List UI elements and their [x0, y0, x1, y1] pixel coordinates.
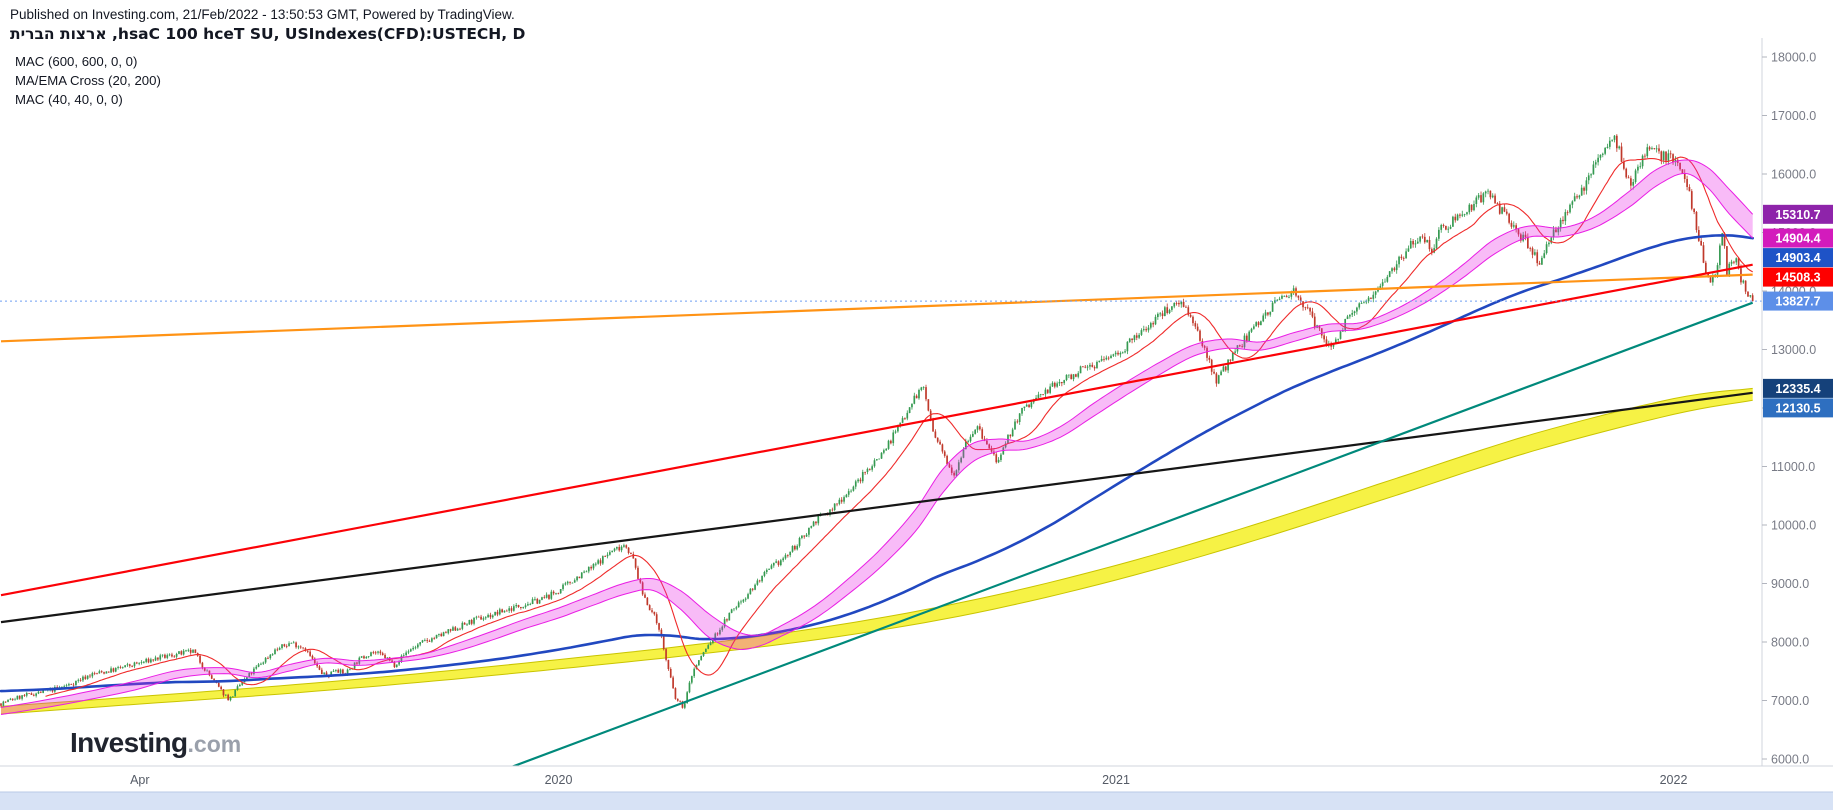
price-tick-label: 11000.0 — [1771, 460, 1815, 474]
price-tick-label: 9000.0 — [1771, 577, 1809, 591]
ma200-line — [0, 234, 1754, 693]
time-axis-label: 2021 — [1102, 773, 1130, 787]
time-axis-label: 2020 — [545, 773, 573, 787]
time-axis-label: Apr — [130, 773, 149, 787]
price-tick-label: 10000.0 — [1771, 519, 1816, 533]
mac600-band — [0, 387, 1753, 715]
chart-title: ארצות הברית ,hsaC 100 hceT SU, USIndexes… — [10, 25, 526, 43]
price-badge — [1763, 228, 1833, 248]
price-tick-label: 6000.0 — [1771, 753, 1809, 767]
price-badge-label: 14904.4 — [1775, 232, 1820, 246]
price-tick-label: 16000.0 — [1771, 168, 1816, 182]
candlestick-series — [0, 134, 1754, 710]
indicator-label-mac600: MAC (600, 600, 0, 0) — [15, 54, 138, 69]
price-badge — [1763, 204, 1833, 224]
price-badge-label: 13827.7 — [1775, 295, 1820, 309]
price-badge-label: 15310.7 — [1775, 208, 1820, 222]
price-badge — [1763, 398, 1833, 418]
price-badge — [1763, 291, 1833, 311]
trendline-teal[interactable] — [1, 301, 1754, 810]
footer-strip — [0, 792, 1833, 810]
investing-logo-suffix: .com — [187, 731, 242, 757]
trendlines — [0, 263, 1754, 810]
mac40-band — [0, 159, 1754, 715]
trendline-black[interactable] — [0, 391, 1753, 624]
price-tick-label: 13000.0 — [1771, 343, 1816, 357]
price-badge-label: 14508.3 — [1775, 271, 1820, 285]
indicator-label-maema-cross: MA/EMA Cross (20, 200) — [15, 73, 161, 88]
price-badges: 15310.7 14904.4 14903.4 14508.3 13827.7 12335… — [1763, 204, 1833, 418]
price-badge-label: 12130.5 — [1775, 401, 1820, 415]
price-tick-label: 18000.0 — [1771, 51, 1816, 65]
investing-logo[interactable]: Investing.com — [70, 727, 241, 759]
price-tick-label: 17000.0 — [1771, 109, 1816, 123]
trendline-red[interactable] — [0, 263, 1753, 597]
ma20-line — [45, 156, 1753, 697]
price-badge-label: 12335.4 — [1775, 382, 1820, 396]
price-badge-label: 14903.4 — [1775, 251, 1820, 265]
investing-logo-brand: Investing — [70, 727, 188, 758]
time-axis[interactable]: Apr 2020 2021 2022 — [0, 765, 1833, 810]
price-tick-label: 8000.0 — [1771, 636, 1809, 650]
price-tick-label: 7000.0 — [1771, 694, 1809, 708]
price-badge — [1763, 248, 1833, 268]
price-badge — [1763, 267, 1833, 287]
published-line: Published on Investing.com, 21/Feb/2022 … — [10, 7, 515, 22]
indicator-label-mac40: MAC (40, 40, 0, 0) — [15, 92, 123, 107]
trendline-orange[interactable] — [0, 273, 1753, 343]
time-axis-label: 2022 — [1660, 773, 1688, 787]
price-badge — [1763, 378, 1833, 398]
